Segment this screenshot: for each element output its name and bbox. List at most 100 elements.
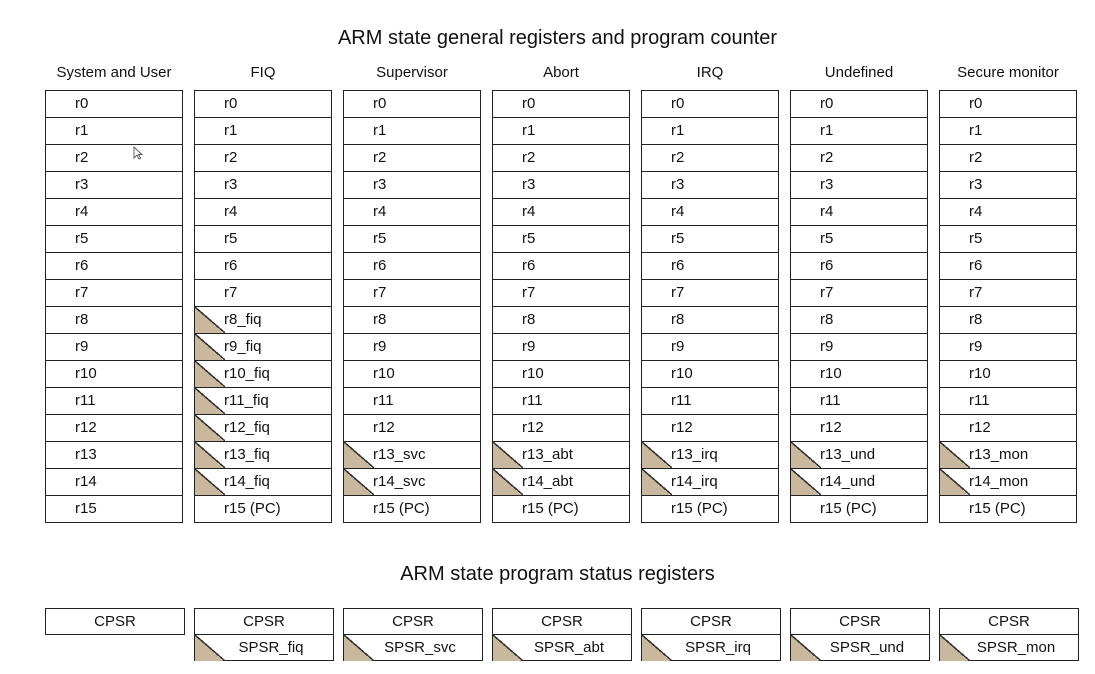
cpsr-cell: CPSR <box>46 609 184 634</box>
register-bank: r0 r1 r2 r3 r4 r5 r6 r7 r8 r9 r10 r11 r12 r13_abt r14_… <box>492 90 630 523</box>
banked-register-cell: r14_fiq <box>195 468 331 495</box>
register-cell: r6 <box>642 252 778 279</box>
register-cell: r7 <box>46 279 182 306</box>
register-cell: r2 <box>195 144 331 171</box>
mode-column: IRQ r0 r1 r2 r3 r4 r5 r6 r7 r8 r9 r10 r11 r12 r13_irq r… <box>641 54 779 523</box>
register-cell: r9 <box>344 333 480 360</box>
register-label: r6 <box>820 257 834 274</box>
banked-register-cell: r14_irq <box>642 468 778 495</box>
register-cell: r1 <box>791 117 927 144</box>
register-label: r5 <box>373 230 387 247</box>
mode-header: IRQ <box>696 63 724 81</box>
register-label: r3 <box>671 176 685 193</box>
register-label: r7 <box>75 284 89 301</box>
register-label: r13_fiq <box>224 446 270 463</box>
register-cell: r12 <box>940 414 1076 441</box>
register-label: r7 <box>671 284 685 301</box>
register-label: r10 <box>820 365 842 382</box>
status-register-box: CPSR SPSR_fiq <box>194 608 334 661</box>
register-label: r12 <box>671 419 693 436</box>
register-cell: r9 <box>642 333 778 360</box>
register-label: r14 <box>75 473 97 490</box>
register-cell: r12 <box>642 414 778 441</box>
register-cell: r15 (PC) <box>791 495 927 522</box>
register-cell: r5 <box>493 225 629 252</box>
register-label: r15 (PC) <box>224 500 281 517</box>
status-register-label: SPSR_irq <box>685 639 751 656</box>
register-label: r8 <box>671 311 685 328</box>
register-cell: r11 <box>493 387 629 414</box>
register-cell: r10 <box>493 360 629 387</box>
register-label: r5 <box>522 230 536 247</box>
banked-register-cell: r13_abt <box>493 441 629 468</box>
register-cell: r1 <box>493 117 629 144</box>
status-registers-title: ARM state program status registers <box>400 563 715 585</box>
banked-register-cell: r10_fiq <box>195 360 331 387</box>
register-label: r10 <box>969 365 991 382</box>
status-register-box: CPSR SPSR_und <box>790 608 930 661</box>
register-label: r1 <box>373 122 387 139</box>
register-label: r14_svc <box>373 473 426 490</box>
register-cell: r8 <box>344 306 480 333</box>
register-cell: r6 <box>46 252 182 279</box>
register-label: r7 <box>373 284 387 301</box>
register-label: r3 <box>820 176 834 193</box>
register-label: r2 <box>522 149 536 166</box>
register-label: r4 <box>224 203 238 220</box>
register-cell: r4 <box>493 198 629 225</box>
register-label: r7 <box>969 284 983 301</box>
cpsr-cell: CPSR <box>642 609 780 634</box>
register-cell: r1 <box>195 117 331 144</box>
register-cell: r5 <box>940 225 1076 252</box>
banked-register-cell: r12_fiq <box>195 414 331 441</box>
register-label: r5 <box>75 230 89 247</box>
register-cell: r10 <box>940 360 1076 387</box>
status-register-box: CPSR SPSR_mon <box>939 608 1079 661</box>
register-label: r4 <box>522 203 536 220</box>
register-bank: r0 r1 r2 r3 r4 r5 r6 r7 r8_fiq r9_fiq r10_fiq r11_f… <box>194 90 332 523</box>
register-cell: r0 <box>344 91 480 117</box>
register-cell: r7 <box>940 279 1076 306</box>
register-label: r8 <box>522 311 536 328</box>
register-cell: r2 <box>940 144 1076 171</box>
status-register-box: CPSR SPSR_svc <box>343 608 483 661</box>
register-cell: r5 <box>344 225 480 252</box>
register-label: r0 <box>522 95 536 112</box>
register-cell: r15 (PC) <box>493 495 629 522</box>
status-register-label: SPSR_mon <box>976 639 1056 656</box>
register-label: r1 <box>75 122 89 139</box>
mouse-cursor-icon <box>133 146 143 160</box>
register-label: r7 <box>522 284 536 301</box>
register-label: r4 <box>75 203 89 220</box>
register-label: r9 <box>75 338 89 355</box>
register-cell: r7 <box>493 279 629 306</box>
register-label: r9 <box>820 338 834 355</box>
register-label: r10 <box>373 365 395 382</box>
register-cell: r9 <box>46 333 182 360</box>
register-cell: r6 <box>195 252 331 279</box>
register-label: r14_mon <box>969 473 1029 490</box>
register-label: r11 <box>373 392 394 409</box>
register-cell: r9 <box>940 333 1076 360</box>
register-cell: r4 <box>344 198 480 225</box>
register-cell: r15 (PC) <box>195 495 331 522</box>
register-bank: r0 r1 r2 r3 r4 r5 r6 r7 r8 r9 r10 r11 r12 r13_mon r14_… <box>939 90 1077 523</box>
status-register-label: SPSR_fiq <box>238 639 304 656</box>
register-label: r6 <box>671 257 685 274</box>
register-label: r7 <box>820 284 834 301</box>
register-label: r10_fiq <box>224 365 270 382</box>
mode-column: Abort r0 r1 r2 r3 r4 r5 r6 r7 r8 r9 r10 r11 r12 r13_ab… <box>492 54 630 523</box>
register-label: r1 <box>522 122 536 139</box>
register-label: r2 <box>820 149 834 166</box>
register-label: r9 <box>671 338 685 355</box>
register-label: r10 <box>522 365 544 382</box>
register-label: r0 <box>671 95 685 112</box>
register-cell: r1 <box>46 117 182 144</box>
register-cell: r9 <box>791 333 927 360</box>
register-cell: r11 <box>46 387 182 414</box>
register-cell: r7 <box>642 279 778 306</box>
banked-register-cell: r13_und <box>791 441 927 468</box>
spsr-cell: SPSR_fiq <box>195 634 333 661</box>
register-cell: r4 <box>642 198 778 225</box>
register-label: r9 <box>373 338 387 355</box>
